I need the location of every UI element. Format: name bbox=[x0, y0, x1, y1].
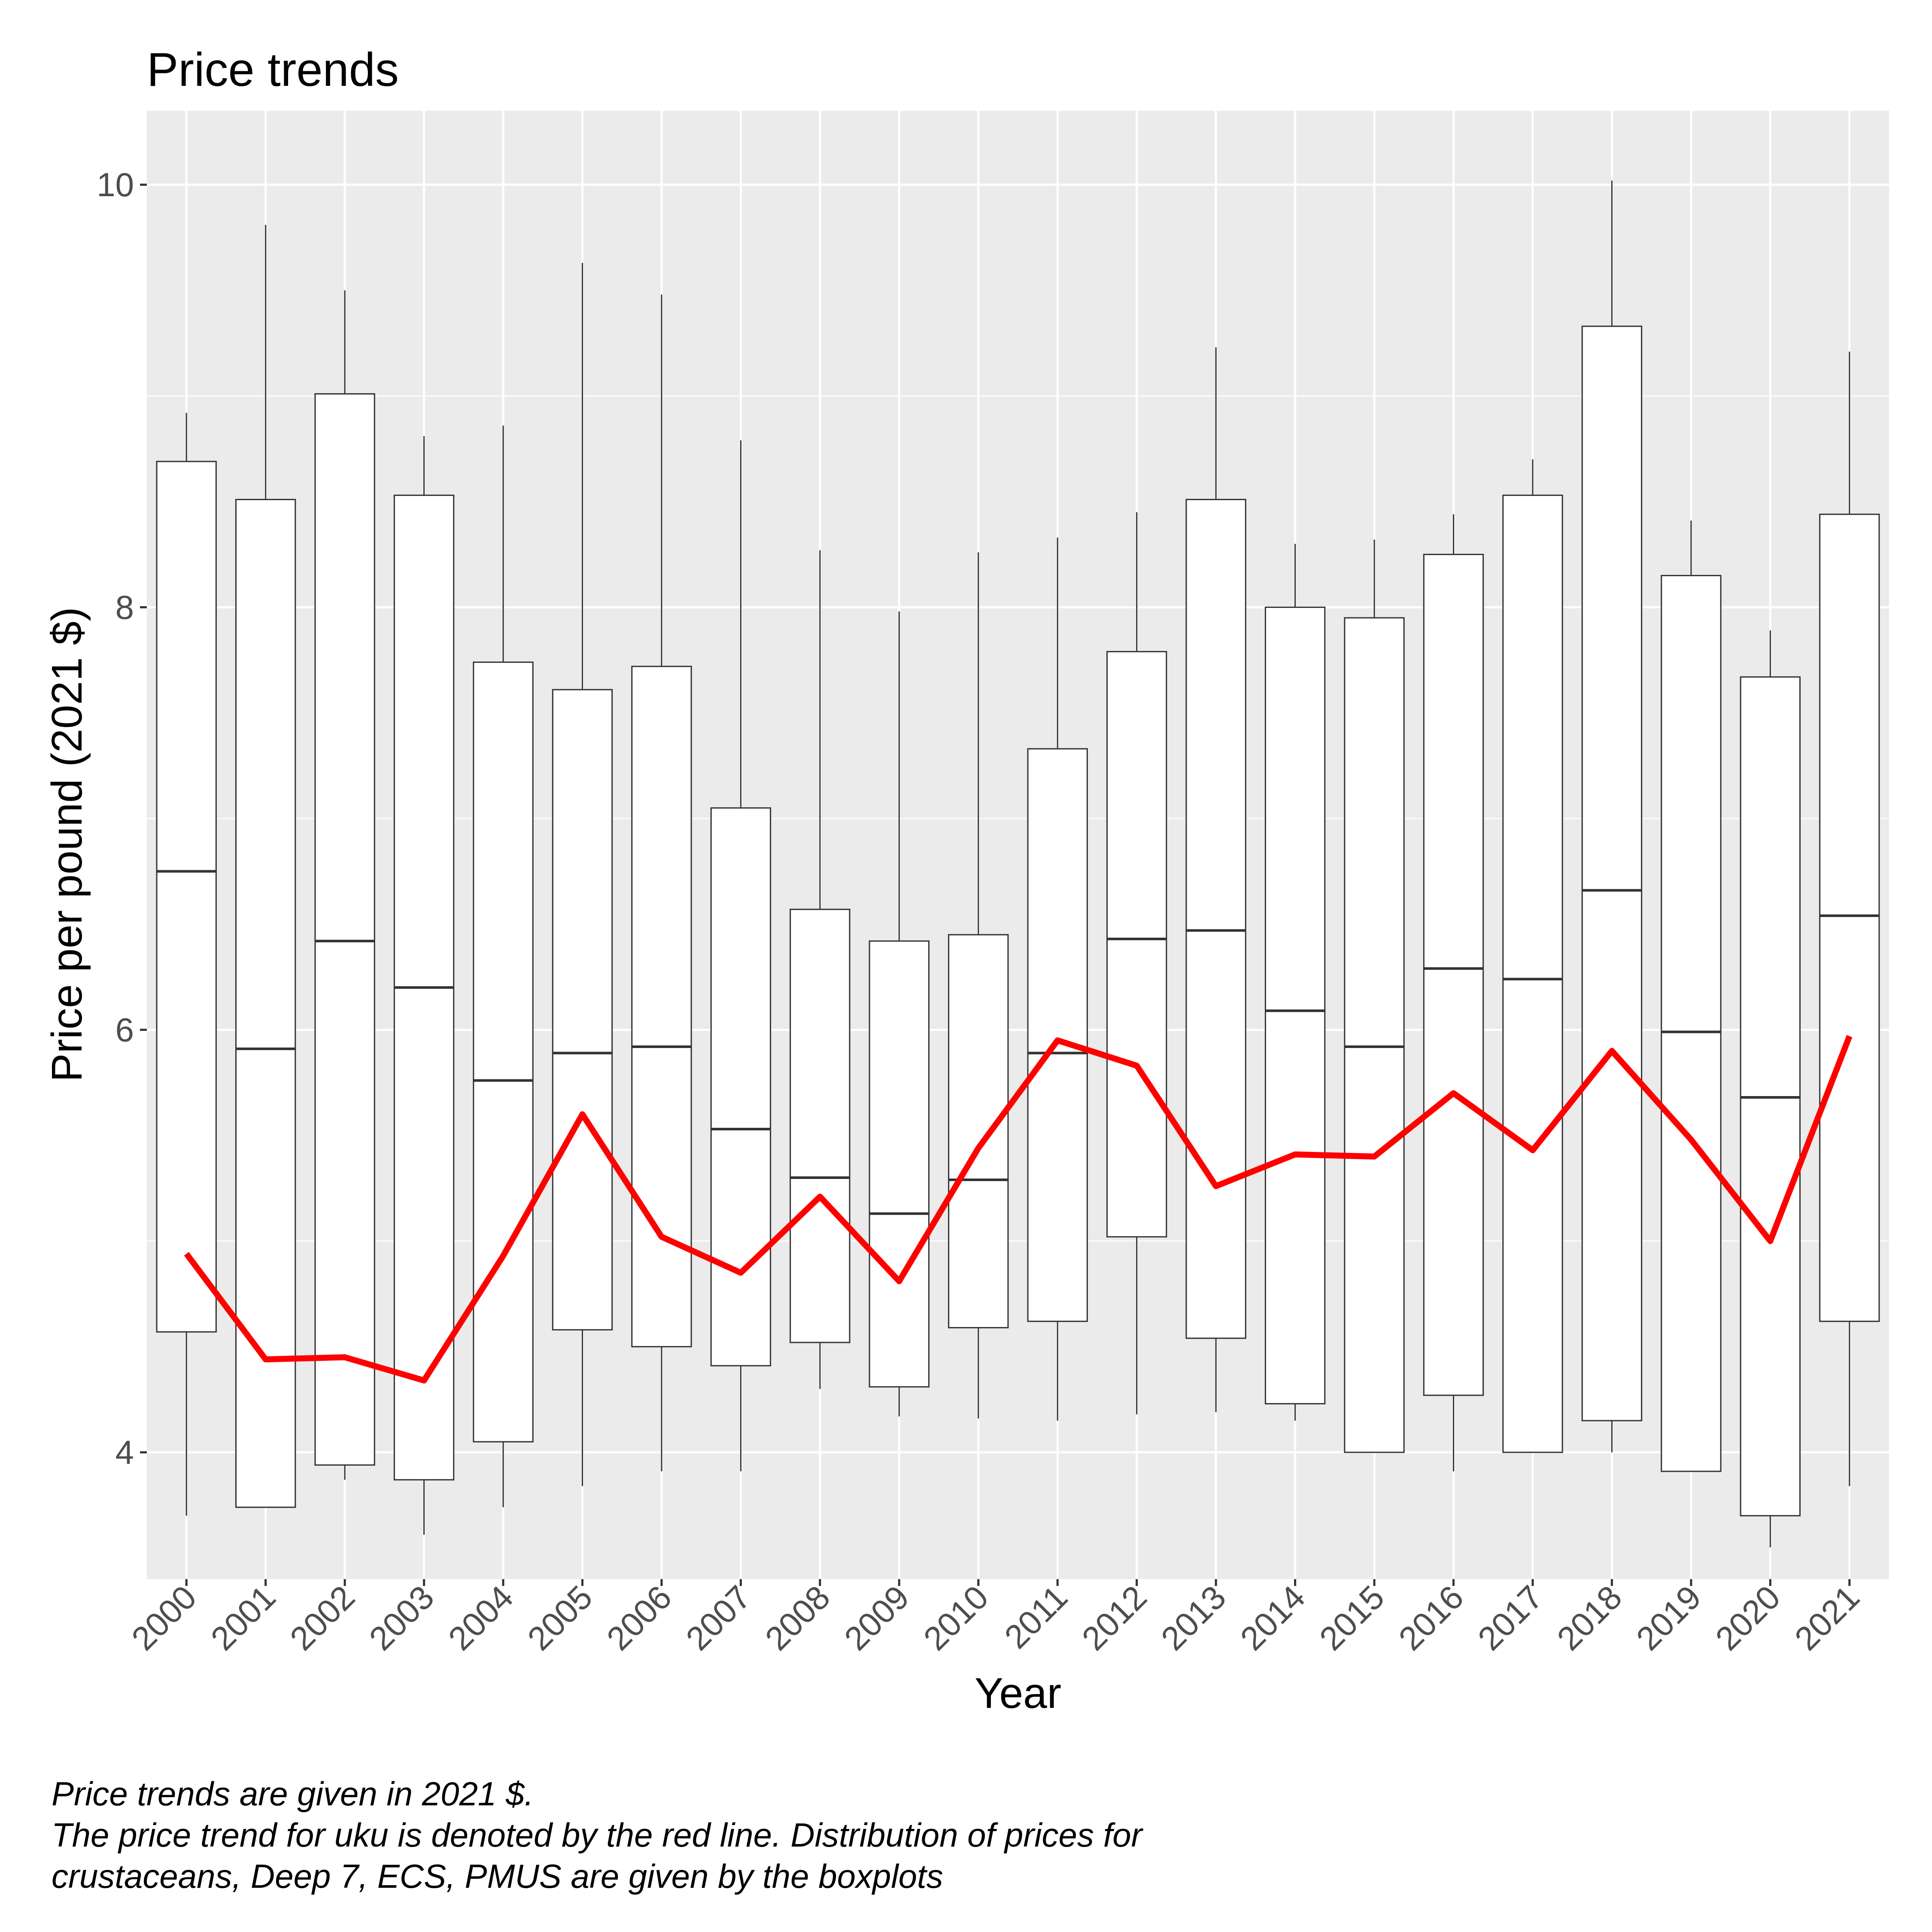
x-axis: 2000 2001 2002 2003 2004 2005 2006 2007 2008 2009… bbox=[124, 1578, 1867, 1658]
x-tick-label: 2007 bbox=[678, 1578, 758, 1658]
box-iqr bbox=[1502, 495, 1563, 1453]
x-axis-label: Year bbox=[975, 1669, 1061, 1717]
caption-line: crustaceans, Deep 7, ECS, PMUS are given… bbox=[52, 1857, 943, 1895]
chart-title: Price trends bbox=[147, 43, 399, 96]
boxplot-2015 bbox=[1344, 539, 1405, 1453]
boxplot-2021 bbox=[1819, 351, 1880, 1486]
box-iqr bbox=[156, 461, 217, 1333]
trend-line-uku bbox=[184, 1035, 1853, 1384]
caption-line: The price trend for uku is denoted by th… bbox=[52, 1816, 1142, 1854]
box-iqr bbox=[1661, 575, 1722, 1472]
y-tick-label: 8 bbox=[115, 588, 134, 626]
boxplot-2011 bbox=[1027, 538, 1088, 1421]
x-tick-label: 2004 bbox=[441, 1578, 520, 1658]
boxplot-2003 bbox=[393, 436, 455, 1535]
box-iqr bbox=[1027, 748, 1088, 1322]
caption-line: Price trends are given in 2021 $. bbox=[52, 1775, 534, 1813]
x-tick-label: 2013 bbox=[1154, 1578, 1233, 1658]
box-iqr bbox=[1185, 498, 1246, 1339]
box-iqr bbox=[869, 940, 930, 1388]
box-iqr bbox=[552, 689, 613, 1331]
box-iqr bbox=[948, 934, 1009, 1328]
boxplot-2010 bbox=[948, 552, 1009, 1419]
box-iqr bbox=[1581, 325, 1643, 1422]
boxplot-2017 bbox=[1502, 459, 1563, 1453]
x-tick-label: 2021 bbox=[1787, 1578, 1867, 1658]
x-tick-label: 2008 bbox=[758, 1578, 837, 1658]
boxplot-2004 bbox=[473, 425, 534, 1507]
box-iqr bbox=[235, 498, 296, 1508]
boxplot-2013 bbox=[1185, 347, 1246, 1413]
box-iqr bbox=[314, 393, 375, 1466]
x-tick-label: 2009 bbox=[837, 1578, 916, 1658]
chart-caption: Price trends are given in 2021 $. The pr… bbox=[52, 1773, 1142, 1897]
x-tick-label: 2020 bbox=[1708, 1578, 1787, 1658]
box-iqr bbox=[473, 661, 534, 1443]
box-iqr bbox=[790, 908, 851, 1343]
boxplot-2019 bbox=[1661, 520, 1722, 1472]
x-tick-label: 2017 bbox=[1470, 1578, 1550, 1658]
box-iqr bbox=[710, 807, 772, 1367]
box-iqr bbox=[1264, 606, 1326, 1405]
y-axis: 4 6 8 10 bbox=[97, 166, 147, 1471]
x-tick-label: 2001 bbox=[204, 1578, 283, 1658]
x-tick-label: 2018 bbox=[1549, 1578, 1629, 1658]
y-tick-label: 4 bbox=[115, 1434, 134, 1471]
box-iqr bbox=[1344, 617, 1405, 1453]
x-tick-label: 2000 bbox=[124, 1578, 204, 1658]
y-tick-label: 6 bbox=[115, 1011, 134, 1049]
boxplot-2016 bbox=[1423, 514, 1484, 1472]
x-tick-label: 2014 bbox=[1233, 1578, 1312, 1658]
x-tick-label: 2003 bbox=[362, 1578, 441, 1658]
boxplot-2008 bbox=[790, 550, 851, 1389]
x-tick-label: 2011 bbox=[997, 1578, 1075, 1656]
boxplot-2018 bbox=[1581, 180, 1643, 1452]
box-iqr bbox=[1106, 651, 1167, 1238]
x-tick-label: 2012 bbox=[1075, 1578, 1154, 1658]
boxplot-2005 bbox=[552, 263, 613, 1486]
x-tick-label: 2005 bbox=[520, 1578, 600, 1658]
x-tick-label: 2016 bbox=[1391, 1578, 1471, 1658]
box-iqr bbox=[1819, 513, 1880, 1322]
x-tick-label: 2002 bbox=[283, 1578, 362, 1658]
x-tick-label: 2019 bbox=[1629, 1578, 1708, 1658]
boxplot-2014 bbox=[1264, 544, 1326, 1421]
x-tick-label: 2015 bbox=[1312, 1578, 1391, 1658]
boxplot-2002 bbox=[314, 290, 375, 1480]
y-tick-label: 10 bbox=[97, 166, 134, 204]
x-tick-label: 2010 bbox=[916, 1578, 996, 1658]
x-tick-label: 2006 bbox=[599, 1578, 679, 1658]
trend-line-layer bbox=[184, 1035, 1853, 1384]
boxplot-2012 bbox=[1106, 512, 1167, 1415]
y-axis-label: Price per pound (2021 $) bbox=[43, 607, 91, 1082]
boxplot-2001 bbox=[235, 225, 296, 1508]
boxplot-2020 bbox=[1740, 630, 1801, 1548]
boxplot-2000 bbox=[156, 413, 217, 1516]
box-iqr bbox=[1423, 553, 1484, 1396]
boxplot-2009 bbox=[869, 611, 930, 1417]
boxplots bbox=[156, 180, 1880, 1548]
